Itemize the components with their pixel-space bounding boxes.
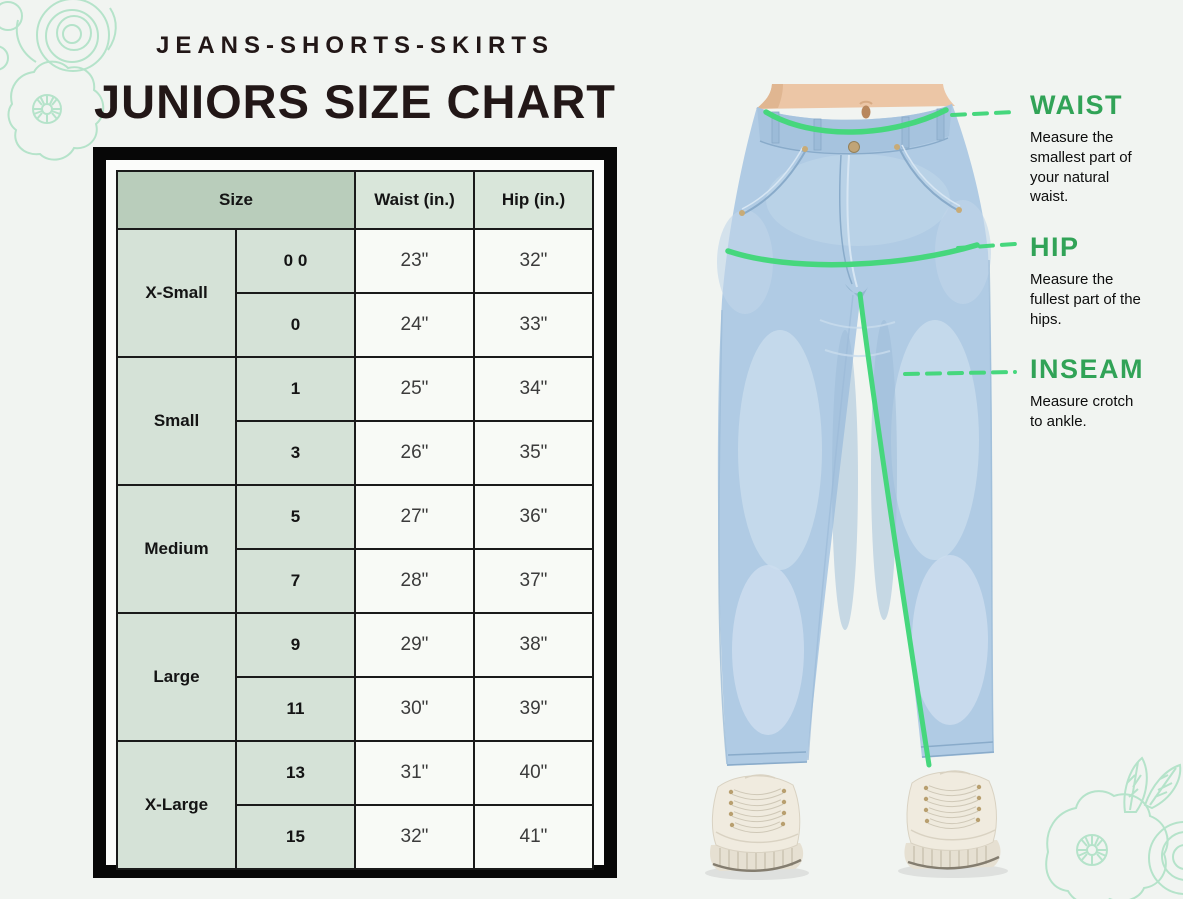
shoelaces (728, 788, 787, 834)
header-row: Size Waist (in.) Hip (in.) (116, 170, 594, 230)
annotation-inseam-description: Measure crotch to ankle. (1030, 393, 1134, 430)
poppy-icon (1045, 790, 1169, 899)
model-torso (756, 84, 955, 119)
hip-cell: 32" (473, 228, 594, 294)
hip-cell: 40" (473, 740, 594, 806)
annotation-inseam-label: INSEAM (1030, 354, 1145, 384)
table-row: 0 24" 33" (117, 292, 594, 358)
size-group-label: X-Small (116, 228, 237, 358)
shoes (705, 770, 1008, 880)
table-row: Medium 5 27" 36" (116, 484, 594, 614)
table-row: 15 32" 41" (117, 804, 594, 870)
table-row: Small 1 25" 34" (116, 356, 594, 486)
hip-measure-line (725, 242, 980, 268)
hip-cell: 36" (473, 484, 594, 550)
waist-cell: 29" (354, 612, 475, 678)
size-group-label: Small (116, 356, 237, 486)
annotation-hip-label: HIP (1030, 232, 1080, 262)
size-group-label: X-Large (116, 740, 237, 870)
inseam-leader-line (903, 370, 1017, 376)
rose-icon (1148, 821, 1183, 895)
category-subtitle: JEANS-SHORTS-SKIRTS (155, 32, 555, 59)
column-header-size: Size (116, 170, 356, 230)
annotation-hip-description: Measure the fullest part of the hips. (1030, 271, 1141, 328)
size-cell: 7 (235, 548, 356, 614)
rose-icon (15, 0, 117, 72)
inseam-measure-line (857, 291, 932, 768)
hip-cell: 34" (473, 356, 594, 422)
waist-cell: 25" (354, 356, 475, 422)
waist-cell: 28" (354, 548, 475, 614)
flower-decoration-top-left-icon (0, 0, 117, 161)
measure-lines (725, 107, 1017, 768)
jeans (717, 104, 995, 766)
waist-cell: 26" (354, 420, 475, 486)
waist-cell: 27" (354, 484, 475, 550)
flower-decoration-bottom-right-icon (1045, 756, 1183, 899)
annotation-waist: WAIST Measure the smallest part of your … (1030, 90, 1180, 207)
table-row: 11 30" 39" (117, 676, 594, 742)
waist-cell: 30" (354, 676, 475, 742)
table-row: Large 9 29" 38" (116, 612, 594, 742)
size-group-label: Large (116, 612, 237, 742)
waist-cell: 23" (354, 228, 475, 294)
hip-cell: 35" (473, 420, 594, 486)
size-cell: 0 (235, 292, 356, 358)
table-row: 3 26" 35" (117, 420, 594, 486)
waist-cell: 24" (354, 292, 475, 358)
hip-leader-line (956, 242, 1017, 250)
waist-cell: 32" (354, 804, 475, 870)
table-row: X-Large 13 31" 40" (116, 740, 594, 870)
page-title: JUNIORS SIZE CHART (94, 75, 616, 128)
column-header-waist: Waist (in.) (354, 170, 475, 230)
size-cell: 11 (235, 676, 356, 742)
leaf-icon (1123, 756, 1182, 813)
page-header: JEANS-SHORTS-SKIRTS JUNIORS SIZE CHART (75, 32, 635, 129)
size-chart-frame: Size Waist (in.) Hip (in.) X-Small 0 0 2… (93, 147, 617, 878)
annotation-hip: HIP Measure the fullest part of the hips… (1030, 232, 1180, 329)
size-cell: 3 (235, 420, 356, 486)
hip-cell: 37" (473, 548, 594, 614)
table-row: 7 28" 37" (117, 548, 594, 614)
annotation-inseam: INSEAM Measure crotch to ankle. (1030, 354, 1180, 432)
size-cell: 9 (235, 612, 356, 678)
hip-cell: 41" (473, 804, 594, 870)
size-cell: 13 (235, 740, 356, 806)
poppy-icon (7, 60, 105, 161)
size-chart-table: Size Waist (in.) Hip (in.) X-Small 0 0 2… (116, 170, 594, 870)
size-cell: 5 (235, 484, 356, 550)
annotation-waist-label: WAIST (1030, 90, 1123, 120)
annotation-waist-description: Measure the smallest part of your natura… (1030, 129, 1132, 206)
waist-leader-line (950, 110, 1017, 117)
hip-cell: 33" (473, 292, 594, 358)
shoelaces (923, 784, 982, 830)
size-cell: 15 (235, 804, 356, 870)
column-header-hip: Hip (in.) (473, 170, 594, 230)
waist-measure-line (763, 107, 949, 135)
size-group-label: Medium (116, 484, 237, 614)
hip-cell: 38" (473, 612, 594, 678)
size-cell: 1 (235, 356, 356, 422)
hip-cell: 39" (473, 676, 594, 742)
table-row: X-Small 0 0 23" 32" (116, 228, 594, 358)
waist-cell: 31" (354, 740, 475, 806)
size-cell: 0 0 (235, 228, 356, 294)
